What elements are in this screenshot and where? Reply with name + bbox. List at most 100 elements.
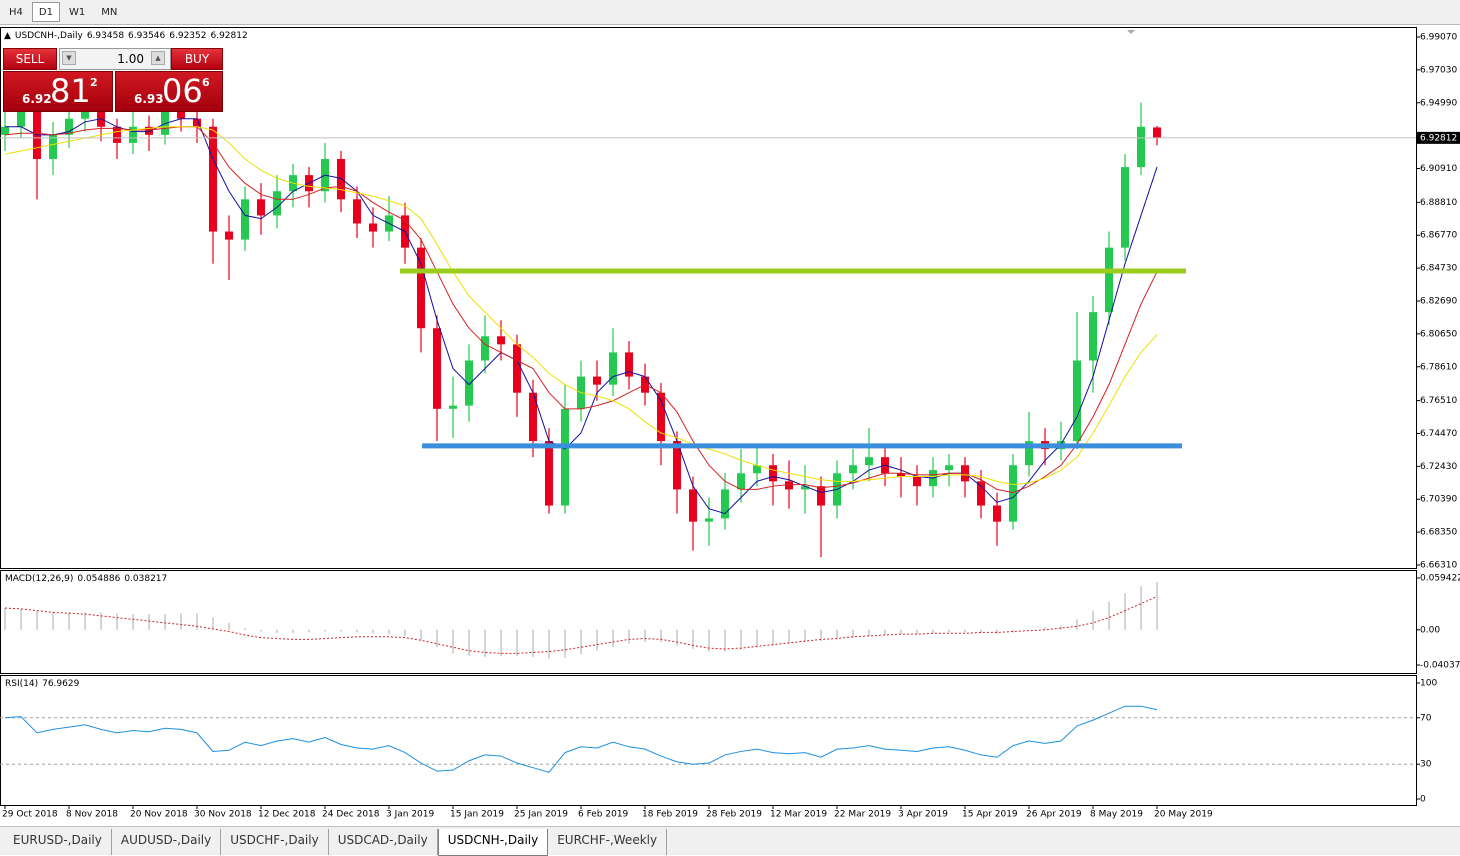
y-tick-label: 6.90910: [1420, 164, 1457, 174]
moving-average: [4, 126, 1158, 486]
timeframe-button[interactable]: MN: [101, 7, 118, 18]
lot-input[interactable]: 1.00: [59, 48, 171, 70]
rsi-title: RSI(14): [5, 679, 39, 689]
candle-body: [593, 376, 601, 385]
lot-up[interactable]: ▲: [151, 51, 165, 65]
pane-frame: [0, 27, 1417, 569]
timeframe-button[interactable]: W1: [68, 7, 86, 18]
candle-body: [1009, 465, 1017, 522]
candle-body: [177, 110, 185, 119]
signal-value: 0.038217: [124, 574, 168, 584]
pane-frame: [0, 675, 1417, 806]
candle-body: [1089, 312, 1097, 361]
lot-down[interactable]: ▼: [62, 51, 76, 65]
candle-body: [481, 336, 489, 361]
candle-body: [417, 247, 425, 329]
candle-body: [721, 489, 729, 519]
candle-body: [113, 126, 121, 143]
collapse-icon[interactable]: ▲: [4, 31, 11, 41]
moving-average: [5, 118, 1158, 515]
open: 6.93458: [86, 31, 125, 41]
y-tick-label: 6.94990: [1420, 98, 1457, 108]
bid-pips: 81: [50, 72, 91, 110]
x-tick-label: 28 Feb 2019: [706, 810, 762, 820]
x-tick-label: 15 Jan 2019: [450, 810, 504, 820]
candle-body: [737, 473, 745, 490]
timeframe-toolbar: H4 D1 W1 MN: [0, 0, 1460, 25]
chart-header: ▲ USDCNH-,Daily 6.93458 6.93546 6.92352 …: [4, 31, 248, 41]
candle-body: [209, 126, 217, 232]
candle-body: [657, 392, 665, 442]
candle-body: [193, 118, 201, 127]
candle-body: [609, 352, 617, 385]
x-tick-label: 26 Apr 2019: [1026, 810, 1082, 820]
x-tick-label: 29 Oct 2018: [2, 810, 58, 820]
y-tick-label: 0.059422: [1420, 574, 1460, 584]
ask-fraction: 6: [202, 76, 210, 89]
rsi-value: 76.9629: [42, 679, 80, 689]
candle-body: [161, 110, 169, 135]
chart-tab[interactable]: EURUSD-,Daily: [4, 829, 112, 855]
y-tick-label: 70: [1420, 713, 1432, 723]
bid-fraction: 2: [90, 76, 98, 89]
timeframe-button[interactable]: H4: [9, 7, 23, 18]
chart-tab[interactable]: AUDUSD-,Daily: [112, 829, 222, 855]
candle-body: [273, 191, 281, 216]
candle-body: [529, 392, 537, 442]
rsi-header: RSI(14) 76.9629: [5, 679, 79, 689]
signal-line: [4, 596, 1158, 654]
candle-body: [801, 486, 809, 490]
y-tick-label: 6.84730: [1420, 264, 1457, 274]
buy-button[interactable]: BUY: [171, 48, 223, 70]
y-tick-label: 6.76510: [1420, 396, 1457, 406]
pane-frame: [0, 570, 1417, 674]
candle-body: [241, 199, 249, 240]
x-tick-label: 8 May 2019: [1090, 810, 1143, 820]
candle-body: [257, 199, 265, 216]
candle-body: [65, 118, 73, 135]
x-tick-label: 6 Feb 2019: [578, 810, 629, 820]
high: 6.93546: [128, 31, 166, 41]
macd-value: 0.054886: [77, 574, 121, 584]
y-tick-label: 0: [1420, 795, 1426, 805]
shift-marker: [1127, 30, 1135, 34]
candle-body: [1105, 247, 1113, 313]
candle-body: [753, 465, 761, 474]
x-tick-label: 24 Dec 2018: [322, 810, 380, 820]
sell-button[interactable]: SELL: [3, 48, 57, 70]
y-tick-label: 6.86770: [1420, 231, 1457, 241]
timeframe-button[interactable]: D1: [31, 2, 60, 22]
candle-body: [769, 465, 777, 482]
y-tick-label: 100: [1420, 679, 1437, 689]
chart-tab[interactable]: EURCHF-,Weekly: [548, 829, 668, 855]
one-click-panel: SELL 1.00 ▼ ▲ BUY 6.92 81 2 6.93 06 6: [3, 48, 223, 113]
chart-tabs: EURUSD-,Daily AUDUSD-,Daily USDCHF-,Daily U…: [0, 826, 1460, 856]
price-label-bg: [1417, 131, 1460, 144]
x-tick-label: 8 Nov 2018: [66, 810, 118, 820]
candle-body: [497, 336, 505, 345]
x-tick-label: 30 Nov 2018: [194, 810, 252, 820]
ask-pips: 06: [162, 72, 203, 110]
candle-body: [849, 465, 857, 474]
candle-body: [865, 457, 873, 466]
candle-body: [705, 518, 713, 522]
x-tick-label: 12 Dec 2018: [258, 810, 316, 820]
ask-price[interactable]: 6.93 06 6: [115, 71, 223, 112]
moving-average: [4, 126, 1158, 494]
close: 6.92812: [210, 31, 248, 41]
low: 6.92352: [169, 31, 207, 41]
x-tick-label: 22 Mar 2019: [834, 810, 891, 820]
chart-tab[interactable]: USDCAD-,Daily: [329, 829, 438, 855]
candle-body: [977, 481, 985, 506]
candle-body: [945, 465, 953, 471]
candle-body: [465, 360, 473, 406]
candle-body: [433, 328, 441, 409]
chart-tab[interactable]: USDCHF-,Daily: [221, 829, 329, 855]
y-tick-label: 6.78610: [1420, 362, 1457, 372]
candle-body: [625, 352, 633, 377]
y-tick-label: 6.72430: [1420, 462, 1457, 472]
chart-tab[interactable]: USDCNH-,Daily: [437, 829, 549, 856]
bid-price[interactable]: 6.92 81 2: [3, 71, 113, 112]
x-tick-label: 3 Jan 2019: [386, 810, 434, 820]
